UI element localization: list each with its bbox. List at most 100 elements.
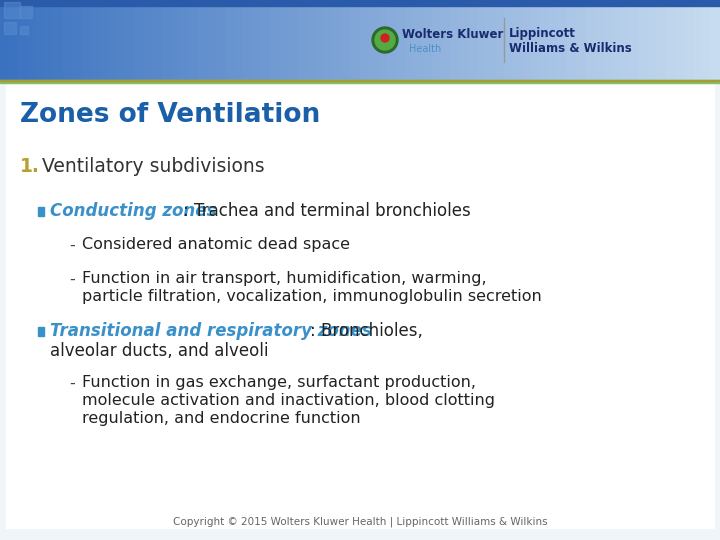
Bar xyxy=(306,0,317,80)
Bar xyxy=(38,327,44,336)
Bar xyxy=(468,0,479,80)
Text: Williams & Wilkins: Williams & Wilkins xyxy=(509,42,631,55)
Bar xyxy=(117,0,127,80)
Text: Function in gas exchange, surfactant production,: Function in gas exchange, surfactant pro… xyxy=(82,375,476,390)
Bar xyxy=(234,0,245,80)
Bar xyxy=(414,0,425,80)
Bar xyxy=(621,0,631,80)
Bar xyxy=(612,0,623,80)
Bar xyxy=(6,78,714,528)
Bar xyxy=(54,0,65,80)
Circle shape xyxy=(375,30,395,50)
Bar xyxy=(378,0,389,80)
Bar xyxy=(45,0,55,80)
Bar xyxy=(4,2,20,18)
Bar xyxy=(252,0,263,80)
Circle shape xyxy=(381,34,389,42)
Bar xyxy=(0,80,720,83)
Bar xyxy=(144,0,155,80)
Bar xyxy=(486,0,497,80)
Bar xyxy=(360,0,371,80)
Text: Conducting zones: Conducting zones xyxy=(50,202,217,220)
Bar xyxy=(684,0,695,80)
Text: : Bronchioles,: : Bronchioles, xyxy=(310,322,423,340)
Text: Health: Health xyxy=(409,44,441,54)
Bar xyxy=(20,26,28,34)
Bar xyxy=(639,0,649,80)
Bar xyxy=(351,0,361,80)
Bar xyxy=(297,0,307,80)
Text: molecule activation and inactivation, blood clotting: molecule activation and inactivation, bl… xyxy=(82,394,495,408)
Text: Function in air transport, humidification, warming,: Function in air transport, humidificatio… xyxy=(82,272,487,287)
Circle shape xyxy=(372,27,398,53)
Bar xyxy=(72,0,83,80)
Bar xyxy=(522,0,533,80)
Bar xyxy=(9,0,19,80)
Text: -: - xyxy=(69,272,75,287)
Bar xyxy=(693,0,703,80)
Bar xyxy=(99,0,109,80)
Bar xyxy=(333,0,343,80)
Bar xyxy=(549,0,559,80)
Bar xyxy=(603,0,613,80)
Bar xyxy=(270,0,281,80)
Bar xyxy=(342,0,353,80)
Bar xyxy=(288,0,299,80)
Bar xyxy=(657,0,667,80)
Bar xyxy=(396,0,407,80)
Bar xyxy=(558,0,569,80)
Bar xyxy=(666,0,677,80)
Bar xyxy=(324,0,335,80)
Bar xyxy=(0,0,11,80)
Bar xyxy=(648,0,659,80)
Bar xyxy=(225,0,235,80)
Bar xyxy=(513,0,523,80)
Bar xyxy=(594,0,605,80)
Bar xyxy=(20,6,32,18)
Bar xyxy=(4,22,16,34)
Bar xyxy=(576,0,587,80)
Bar xyxy=(405,0,415,80)
Bar xyxy=(495,0,505,80)
Bar xyxy=(702,0,713,80)
Text: particle filtration, vocalization, immunoglobulin secretion: particle filtration, vocalization, immun… xyxy=(82,289,541,305)
Text: Ventilatory subdivisions: Ventilatory subdivisions xyxy=(36,158,265,177)
Bar xyxy=(38,207,44,216)
Bar xyxy=(369,0,379,80)
Bar xyxy=(567,0,577,80)
Text: Lippincott: Lippincott xyxy=(509,26,576,39)
Bar xyxy=(90,0,101,80)
Bar xyxy=(198,0,209,80)
Bar xyxy=(81,0,91,80)
Bar xyxy=(243,0,253,80)
Text: : Trachea and terminal bronchioles: : Trachea and terminal bronchioles xyxy=(183,202,471,220)
Text: Considered anatomic dead space: Considered anatomic dead space xyxy=(82,238,350,253)
Bar xyxy=(675,0,685,80)
Bar xyxy=(630,0,641,80)
Bar xyxy=(432,0,443,80)
Text: Copyright © 2015 Wolters Kluwer Health | Lippincott Williams & Wilkins: Copyright © 2015 Wolters Kluwer Health |… xyxy=(173,517,547,527)
Bar xyxy=(18,0,29,80)
Bar xyxy=(315,0,325,80)
Bar xyxy=(387,0,397,80)
Bar xyxy=(189,0,199,80)
Bar xyxy=(135,0,145,80)
Bar xyxy=(126,0,137,80)
Bar xyxy=(171,0,181,80)
Bar xyxy=(540,0,551,80)
Text: alveolar ducts, and alveoli: alveolar ducts, and alveoli xyxy=(50,342,269,360)
Bar xyxy=(108,0,119,80)
Bar xyxy=(36,0,47,80)
Text: -: - xyxy=(69,375,75,390)
Bar xyxy=(0,0,720,6)
Bar xyxy=(261,0,271,80)
Bar xyxy=(504,0,515,80)
Text: Zones of Ventilation: Zones of Ventilation xyxy=(20,102,320,128)
Bar xyxy=(216,0,227,80)
Bar xyxy=(27,0,37,80)
Bar xyxy=(450,0,461,80)
Bar xyxy=(180,0,191,80)
Bar xyxy=(711,0,720,80)
Bar xyxy=(207,0,217,80)
Text: regulation, and endocrine function: regulation, and endocrine function xyxy=(82,411,361,427)
